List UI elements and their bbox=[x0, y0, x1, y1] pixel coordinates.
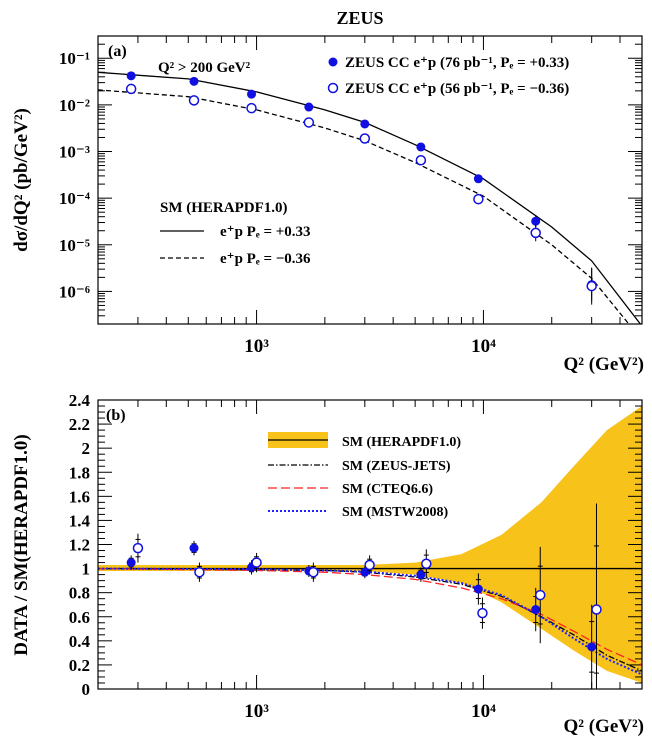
panel-a-point-filled bbox=[416, 142, 426, 152]
panel-b-y-tick-label: 0.6 bbox=[69, 608, 90, 627]
legend-zeus-jets-label: SM (ZEUS-JETS) bbox=[342, 459, 451, 474]
legend-series-1: ZEUS CC e⁺p (76 pb⁻¹, Pₑ = +0.33) bbox=[345, 55, 569, 71]
panel-a-y-tick-label: 10⁻⁵ bbox=[59, 236, 90, 255]
panel-b-y-tick-label: 0.4 bbox=[69, 632, 91, 651]
panel-b-y-tick-label: 2.4 bbox=[69, 391, 91, 410]
panel-a-data-points bbox=[125, 71, 597, 305]
panel-a-point-filled bbox=[360, 119, 370, 129]
panel-a-point-filled bbox=[247, 89, 257, 99]
panel-b-y-tick-label: 2 bbox=[82, 439, 91, 458]
panel-a-point-filled bbox=[531, 216, 541, 226]
panel-b-ylabel: DATA / SM(HERAPDF1.0) bbox=[11, 434, 32, 655]
panel-b-point-open bbox=[534, 589, 546, 601]
panel-b-y-tick-label: 1.6 bbox=[69, 487, 90, 506]
panel-a-x-tick-label: 10³ bbox=[244, 336, 269, 357]
panel-a-curve-solid bbox=[98, 71, 642, 324]
panel-a-curve-dashed bbox=[98, 89, 630, 324]
panel-a-point-open bbox=[125, 83, 137, 95]
panel-b-point-open bbox=[308, 566, 319, 578]
panel-a-point-filled bbox=[304, 102, 314, 112]
panel-a-sm-legend: SM (HERAPDF1.0) e⁺p Pₑ = +0.33 e⁺p Pₑ = … bbox=[160, 200, 311, 267]
panel-b-point-open bbox=[591, 604, 602, 615]
panel-b-point-filled bbox=[360, 567, 370, 577]
panel-b-curve-dotted bbox=[98, 567, 642, 676]
panel-a-point-filled bbox=[126, 71, 136, 81]
panel-a-point-filled bbox=[473, 174, 483, 184]
panel-a-point-open bbox=[359, 133, 371, 144]
panel-b-xlabel: Q² (GeV²) bbox=[563, 716, 644, 737]
panel-a-y-tick-label: 10⁻¹ bbox=[59, 49, 90, 68]
sm-legend-curve-1: e⁺p Pₑ = +0.33 bbox=[220, 224, 311, 240]
panel-b-y-tick-label: 0.8 bbox=[69, 584, 90, 603]
panel-b-point-open bbox=[132, 542, 144, 554]
panel-a-y-tick-label: 10⁻³ bbox=[59, 143, 90, 162]
panel-b-point-open bbox=[477, 607, 488, 619]
panel-b-point-filled bbox=[587, 642, 597, 652]
sm-legend-curve-2: e⁺p Pₑ = −0.36 bbox=[220, 251, 311, 267]
legend-series-2: ZEUS CC e⁺p (56 pb⁻¹, Pₑ = −0.36) bbox=[345, 81, 569, 97]
panel-b-y-tick-label: 1.2 bbox=[69, 536, 90, 555]
panel-a-point-open bbox=[586, 280, 597, 292]
panel-a-point-open bbox=[473, 193, 484, 205]
panel-a-x-tick-label: 10⁴ bbox=[471, 336, 496, 357]
panel-a-point-open bbox=[246, 102, 257, 114]
panel-b-frame bbox=[97, 399, 643, 690]
panel-b-y-tick-label: 0.2 bbox=[69, 656, 90, 675]
panel-b-point-open bbox=[364, 559, 375, 571]
panel-a-cut-label: Q² > 200 GeV² bbox=[158, 60, 251, 76]
panel-b-x-tick-label: 10⁴ bbox=[471, 701, 496, 722]
panel-b-y-tick-label: 2.2 bbox=[69, 415, 90, 434]
panel-a-point-open bbox=[530, 227, 541, 239]
panel-a-ticks: 10⁻⁶ 10⁻⁵ 10⁻⁴ 10⁻³ 10⁻² 10⁻¹ 10³ 10⁴ bbox=[59, 36, 643, 357]
panel-a-point-filled bbox=[189, 76, 199, 86]
panel-a-point-open bbox=[188, 95, 200, 106]
panel-b-point-filled bbox=[473, 584, 483, 594]
panel-b-uncertainty-band bbox=[98, 406, 642, 683]
legend-open-marker bbox=[327, 82, 339, 94]
figure-title: ZEUS bbox=[336, 8, 383, 28]
panel-b-ticks: 0 0.2 0.4 0.6 0.8 1 1.2 1.4 1.6 1.8 2 2.2 2.4 10³ 10⁴ bbox=[69, 391, 643, 722]
panel-b-x-tick-label: 10³ bbox=[244, 701, 269, 722]
panel-b-point-open bbox=[251, 557, 262, 568]
panel-b-y-tick-label: 1.4 bbox=[69, 511, 91, 530]
panel-b-point-open bbox=[194, 566, 205, 578]
panel-a-y-tick-label: 10⁻⁶ bbox=[59, 282, 90, 301]
panel-b-point-filled bbox=[416, 570, 426, 580]
legend-mstw-label: SM (MSTW2008) bbox=[342, 505, 449, 520]
panel-a-sm-curves bbox=[98, 71, 642, 324]
panel-a-cross-section: 10⁻⁶ 10⁻⁵ 10⁻⁴ 10⁻³ 10⁻² 10⁻¹ 10³ 10⁴ (a) Q² > … bbox=[11, 35, 644, 375]
panel-a-point-open bbox=[303, 117, 315, 128]
panel-b-legend: SM (HERAPDF1.0) SM (ZEUS-JETS) SM (CTEQ6… bbox=[268, 432, 461, 520]
panel-a-y-tick-label: 10⁻² bbox=[59, 96, 90, 115]
legend-band-label: SM (HERAPDF1.0) bbox=[342, 435, 461, 450]
panel-b-y-tick-label: 1 bbox=[82, 560, 91, 579]
panel-a-ylabel: dσ/dQ² (pb/GeV²) bbox=[11, 108, 32, 252]
legend-filled-marker bbox=[328, 57, 338, 67]
panel-b-y-tick-label: 1.8 bbox=[69, 463, 90, 482]
panel-a-label: (a) bbox=[108, 43, 127, 60]
panel-b-point-filled bbox=[189, 543, 199, 553]
sm-legend-title: SM (HERAPDF1.0) bbox=[160, 200, 288, 216]
panel-b-point-filled bbox=[126, 558, 136, 568]
panel-a-y-tick-label: 10⁻⁴ bbox=[59, 189, 90, 208]
panel-a-point-open bbox=[415, 154, 427, 166]
panel-b-data-points bbox=[126, 503, 602, 689]
panel-b-band-area bbox=[98, 406, 642, 683]
panel-a-legend: ZEUS CC e⁺p (76 pb⁻¹, Pₑ = +0.33) ZEUS C… bbox=[327, 55, 569, 97]
panel-a-frame bbox=[97, 35, 643, 325]
panel-b-curve-longdash bbox=[98, 567, 642, 666]
panel-a-xlabel: Q² (GeV²) bbox=[563, 354, 644, 375]
legend-cteq-label: SM (CTEQ6.6) bbox=[342, 482, 433, 497]
panel-b-point-open bbox=[421, 558, 432, 570]
panel-b-label: (b) bbox=[106, 407, 126, 424]
panel-b-y-tick-label: 0 bbox=[82, 680, 91, 699]
panel-b-point-filled bbox=[531, 605, 541, 615]
